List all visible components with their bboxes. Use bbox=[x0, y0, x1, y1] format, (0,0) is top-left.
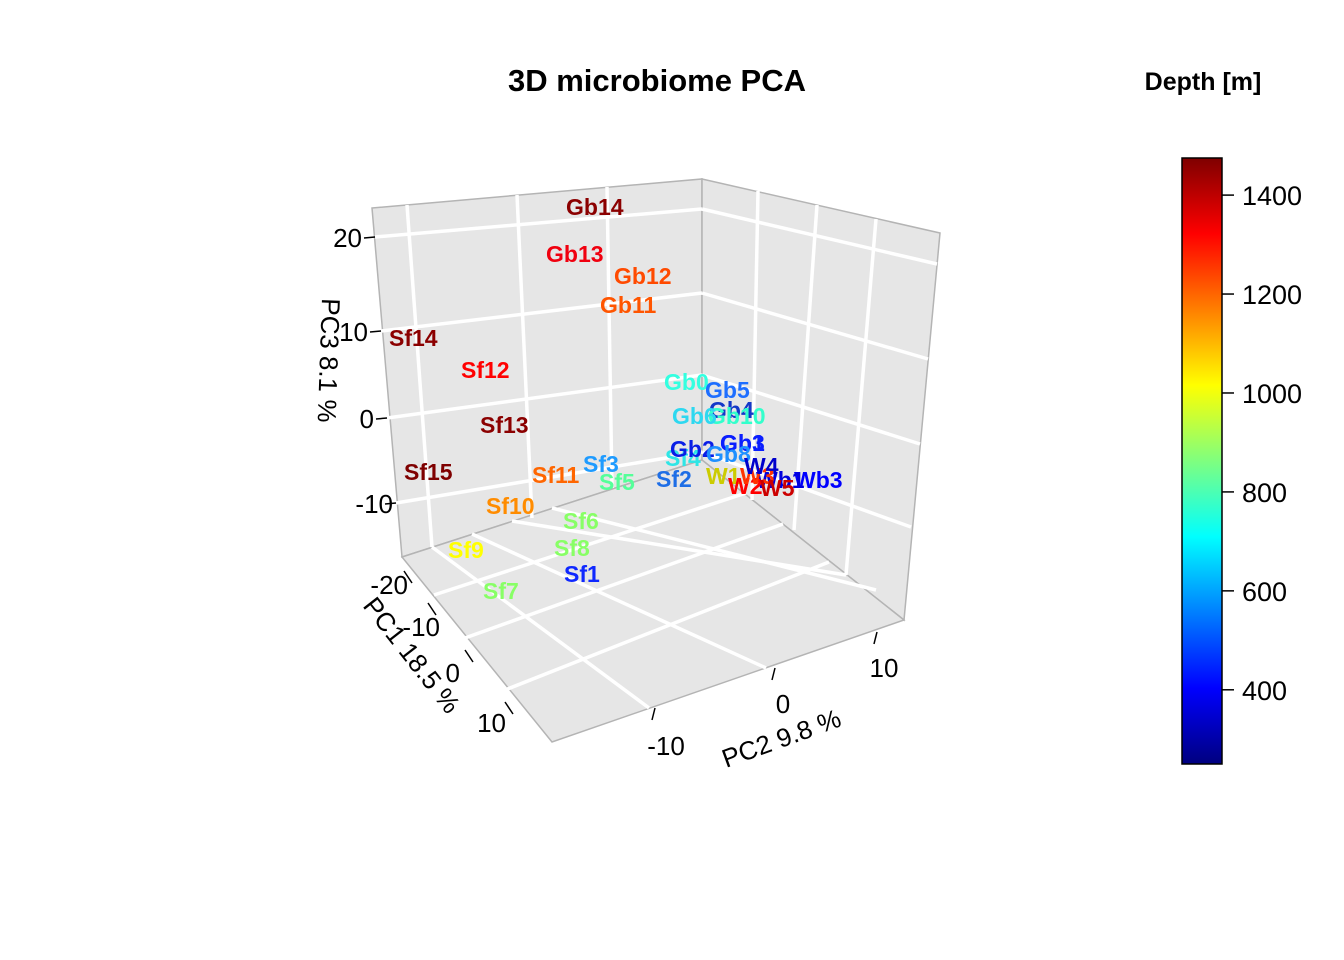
point-label-sf11: Sf11 bbox=[532, 462, 580, 488]
point-label-sf7: Sf7 bbox=[483, 578, 519, 604]
colorbar-tick-label: 600 bbox=[1242, 577, 1287, 607]
point-label-sf8: Sf8 bbox=[554, 535, 590, 561]
chart-title: 3D microbiome PCA bbox=[508, 63, 806, 98]
x-tick-label: -20 bbox=[370, 570, 408, 600]
colorbar-tick-label: 800 bbox=[1242, 478, 1287, 508]
point-label-gb8: Gb8 bbox=[706, 441, 751, 467]
point-label-w4: W4 bbox=[744, 453, 779, 479]
colorbar: 400 600 800 1000 1200 1400 bbox=[1181, 157, 1302, 765]
z-axis-label: PC3 8.1 % bbox=[312, 298, 346, 423]
point-label-gb13: Gb13 bbox=[546, 241, 604, 267]
colorbar-title: Depth [m] bbox=[1145, 68, 1262, 96]
y-tick-label: -10 bbox=[647, 731, 685, 761]
point-label-gb5: Gb5 bbox=[705, 377, 750, 403]
point-label-gb14: Gb14 bbox=[566, 194, 624, 220]
grid-lines bbox=[374, 186, 938, 710]
point-label-sf9: Sf9 bbox=[448, 537, 484, 563]
z-tick-label: -10 bbox=[355, 489, 393, 519]
z-tick-label: 0 bbox=[360, 404, 374, 434]
point-label-sf4: Sf4 bbox=[665, 445, 701, 471]
colorbar-tick-label: 1000 bbox=[1242, 379, 1302, 409]
point-label-sf5: Sf5 bbox=[599, 469, 635, 495]
point-label-w2: W2 bbox=[728, 473, 763, 499]
y-tick-label: 0 bbox=[776, 689, 790, 719]
colorbar-ticks: 400 600 800 1000 1200 1400 bbox=[1222, 181, 1302, 706]
point-label-gb3: Gb3 bbox=[720, 430, 765, 456]
point-label-sf2: Sf2 bbox=[656, 466, 692, 492]
colorbar-gradient bbox=[1181, 157, 1223, 765]
point-label-sf15: Sf15 bbox=[404, 459, 453, 485]
point-label-gb1: Gb1 bbox=[720, 430, 765, 456]
point-label-w5: W5 bbox=[760, 475, 795, 501]
colorbar-tick-label: 1400 bbox=[1242, 181, 1302, 211]
point-label-gb12: Gb12 bbox=[614, 263, 672, 289]
point-label-sf6: Sf6 bbox=[563, 508, 599, 534]
x-tick-label: 0 bbox=[446, 658, 460, 688]
x-tick-label: 10 bbox=[477, 708, 506, 738]
point-label-gb11: Gb11 bbox=[600, 292, 656, 318]
point-label-gb0: Gb0 bbox=[664, 369, 709, 395]
z-tick-label: 10 bbox=[339, 317, 368, 347]
y-tick-label: 10 bbox=[870, 653, 899, 683]
point-label-gb2: Gb2 bbox=[670, 436, 715, 462]
z-tick-label: 20 bbox=[333, 223, 362, 253]
point-label-gb4: Gb4 bbox=[709, 397, 754, 423]
y-tick-labels: -10 0 10 bbox=[647, 653, 898, 761]
point-label-wb1: Wb1 bbox=[756, 467, 805, 493]
point-label-w1: W1 bbox=[706, 463, 741, 489]
point-label-wb3: Wb3 bbox=[794, 467, 843, 493]
point-label-gb6: Gb6 bbox=[672, 403, 717, 429]
x-tick-labels: -20 -10 0 10 bbox=[370, 570, 506, 738]
z-tick-labels: 20 10 0 -10 bbox=[333, 223, 393, 519]
point-label-sf14: Sf14 bbox=[389, 325, 438, 351]
colorbar-tick-label: 1200 bbox=[1242, 280, 1302, 310]
floor-panel bbox=[400, 459, 906, 743]
data-points: Gb14 Gb13 Gb12 Gb11 Sf14 Sf12 Sf13 Sf15 Sf11 Sf10… bbox=[389, 194, 843, 604]
point-label-sf10: Sf10 bbox=[486, 493, 535, 519]
point-label-sf12: Sf12 bbox=[461, 357, 510, 383]
point-label-sf13: Sf13 bbox=[480, 412, 529, 438]
x-tick-label: -10 bbox=[402, 612, 440, 642]
colorbar-tick-label: 400 bbox=[1242, 676, 1287, 706]
point-label-gb10: Gb10 bbox=[708, 403, 766, 429]
point-label-w3: W3 bbox=[740, 463, 775, 489]
point-label-sf3: Sf3 bbox=[583, 451, 619, 477]
point-label-sf1: Sf1 bbox=[564, 561, 600, 587]
axis-tick-marks bbox=[363, 236, 878, 721]
